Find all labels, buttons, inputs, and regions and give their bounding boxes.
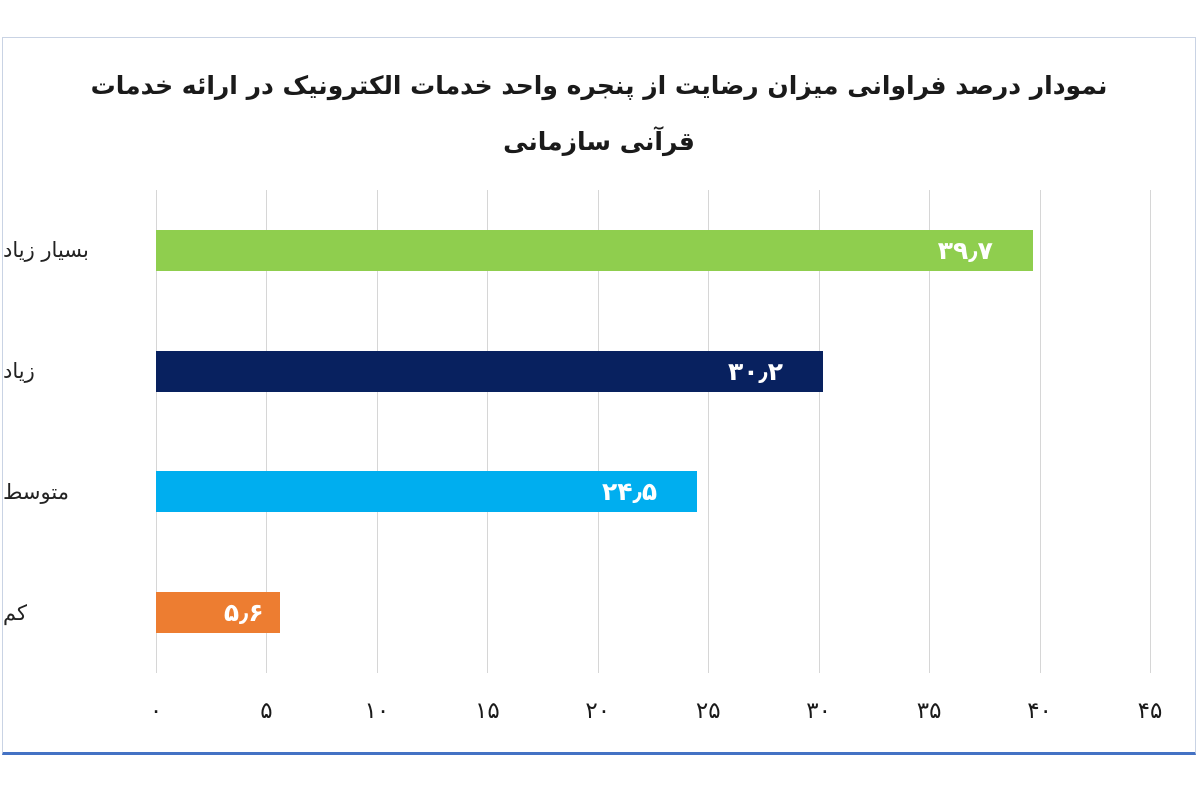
chart-frame: نمودار درصد فراوانی میزان رضایت از پنجره… bbox=[2, 37, 1196, 755]
bar-4[interactable]: ۵٫۶ bbox=[156, 592, 280, 634]
bar-row: ۲۴٫۵ bbox=[156, 432, 1150, 552]
x-tick-label: ۳۵ bbox=[916, 698, 942, 724]
gridline bbox=[818, 190, 820, 673]
x-tick-label: ۴۰ bbox=[1027, 698, 1052, 724]
category-label: متوسط bbox=[3, 479, 69, 504]
x-tick-label: ۵ bbox=[260, 698, 273, 724]
bar-value-label: ۳۰٫۲ bbox=[727, 356, 784, 386]
bar-value-label: ۵٫۶ bbox=[223, 598, 264, 628]
bar-row: ۵٫۶ bbox=[156, 553, 1150, 673]
x-tick-label: ۲۵ bbox=[695, 698, 721, 724]
chart-title-line2: قرآنی سازمانی bbox=[503, 127, 695, 156]
bar-value-label: ۳۹٫۷ bbox=[937, 235, 993, 265]
bar-1[interactable]: ۳۹٫۷ bbox=[156, 229, 1033, 271]
gridline bbox=[156, 190, 157, 673]
bar-row: ۳۹٫۷ bbox=[156, 190, 1150, 310]
x-tick-label: ۲۰ bbox=[585, 698, 611, 724]
bar-row: ۳۰٫۲ bbox=[156, 311, 1150, 431]
gridline bbox=[266, 190, 268, 673]
gridline bbox=[597, 190, 599, 673]
x-tick-label: ۱۰ bbox=[364, 698, 390, 724]
category-label: کم bbox=[3, 600, 27, 625]
category-axis: بسیار زیاد زیاد متوسط کم bbox=[3, 190, 143, 673]
x-tick-label: ۱۵ bbox=[474, 698, 500, 724]
gridline bbox=[1150, 190, 1151, 673]
gridline bbox=[929, 190, 931, 673]
gridline bbox=[708, 190, 710, 673]
gridline bbox=[487, 190, 489, 673]
gridline bbox=[1039, 190, 1041, 673]
category-label: بسیار زیاد bbox=[3, 238, 89, 263]
chart-title: نمودار درصد فراوانی میزان رضایت از پنجره… bbox=[3, 58, 1195, 170]
chart-title-line1: نمودار درصد فراوانی میزان رضایت از پنجره… bbox=[90, 71, 1108, 100]
gridline bbox=[376, 190, 378, 673]
x-axis: ۰ ۵ ۱۰ ۱۵ ۲۰ ۲۵ ۳۰ ۳۵ ۴۰ ۴۵ bbox=[150, 698, 1163, 738]
x-tick-label: ۳۰ bbox=[806, 698, 832, 724]
category-label: زیاد bbox=[3, 359, 35, 384]
x-tick-label: ۴۵ bbox=[1137, 698, 1163, 724]
bar-3[interactable]: ۲۴٫۵ bbox=[156, 471, 698, 513]
bar-value-label: ۲۴٫۵ bbox=[602, 477, 658, 507]
plot-area: ۳۹٫۷ ۳۰٫۲ ۲۴٫۵ ۵٫۶ bbox=[156, 190, 1151, 673]
bar-2[interactable]: ۳۰٫۲ bbox=[156, 350, 824, 392]
x-tick-label: ۰ bbox=[149, 698, 163, 724]
